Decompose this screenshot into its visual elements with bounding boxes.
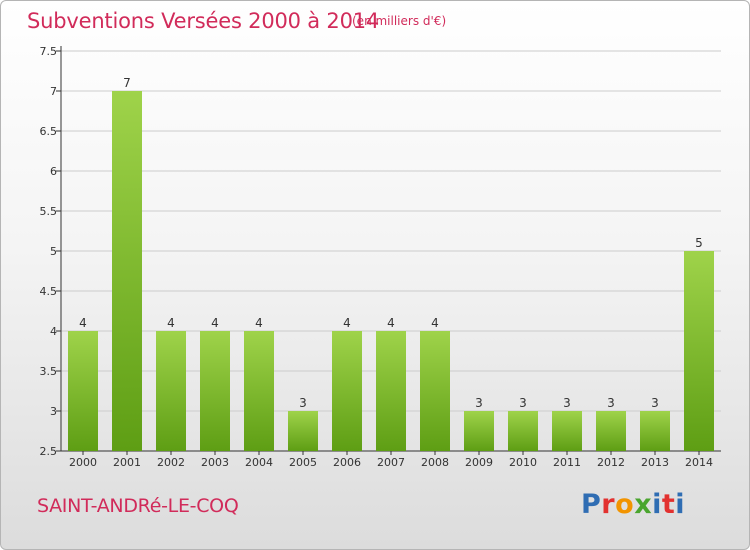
- y-tick-label: 3: [50, 405, 57, 418]
- y-tick-label: 4: [50, 325, 57, 338]
- x-tick-label-2010: 2010: [509, 456, 537, 469]
- bar-2009[interactable]: [464, 411, 494, 451]
- bar-2004[interactable]: [244, 331, 274, 451]
- value-label-2001: 7: [123, 76, 131, 90]
- value-label-2011: 3: [563, 396, 571, 410]
- bar-2011[interactable]: [552, 411, 582, 451]
- bar-2003[interactable]: [200, 331, 230, 451]
- y-tick-label: 2.5: [40, 445, 58, 458]
- y-tick-label: 5: [50, 245, 57, 258]
- value-label-2010: 3: [519, 396, 527, 410]
- y-tick-label: 6.5: [40, 125, 58, 138]
- value-label-2014: 5: [695, 236, 703, 250]
- value-label-2002: 4: [167, 316, 175, 330]
- value-label-2004: 4: [255, 316, 263, 330]
- value-label-2003: 4: [211, 316, 219, 330]
- y-tick-label: 6: [50, 165, 57, 178]
- bar-2013[interactable]: [640, 411, 670, 451]
- x-tick-label-2004: 2004: [245, 456, 273, 469]
- bar-2002[interactable]: [156, 331, 186, 451]
- logo-letter: t: [661, 489, 676, 520]
- logo-letter: r: [601, 489, 616, 520]
- bar-2010[interactable]: [508, 411, 538, 451]
- bar-2012[interactable]: [596, 411, 626, 451]
- bar-2000[interactable]: [68, 331, 98, 451]
- value-label-2009: 3: [475, 396, 483, 410]
- x-tick-label-2000: 2000: [69, 456, 97, 469]
- value-label-2000: 4: [79, 316, 87, 330]
- x-tick-label-2003: 2003: [201, 456, 229, 469]
- bar-2006[interactable]: [332, 331, 362, 451]
- x-tick-label-2013: 2013: [641, 456, 669, 469]
- logo-letter: i: [652, 489, 662, 520]
- x-tick-label-2012: 2012: [597, 456, 625, 469]
- x-tick-label-2011: 2011: [553, 456, 581, 469]
- logo-letter: P: [581, 489, 602, 520]
- value-label-2007: 4: [387, 316, 395, 330]
- bars: [68, 91, 714, 451]
- value-label-2005: 3: [299, 396, 307, 410]
- bar-2007[interactable]: [376, 331, 406, 451]
- value-label-2012: 3: [607, 396, 615, 410]
- value-labels: 4 7 4 4 4 3 4 4 4 3 3 3 3 3 5: [79, 76, 703, 410]
- bar-2001[interactable]: [112, 91, 142, 451]
- proxiti-logo[interactable]: Proxiti: [581, 489, 685, 520]
- commune-name: SAINT-ANDRé-LE-COQ: [37, 495, 239, 517]
- value-label-2008: 4: [431, 316, 439, 330]
- x-tick-label-2001: 2001: [113, 456, 141, 469]
- x-tick-label-2007: 2007: [377, 456, 405, 469]
- y-tick-label: 3.5: [40, 365, 58, 378]
- bar-2008[interactable]: [420, 331, 450, 451]
- bar-2014[interactable]: [684, 251, 714, 451]
- logo-letter: o: [615, 489, 635, 520]
- bar-2005[interactable]: [288, 411, 318, 451]
- y-tick-label: 4.5: [40, 285, 58, 298]
- value-label-2006: 4: [343, 316, 351, 330]
- y-tick-label: 5.5: [40, 205, 58, 218]
- y-tick-label: 7: [50, 85, 57, 98]
- x-tick-label-2002: 2002: [157, 456, 185, 469]
- logo-letter: x: [634, 489, 653, 520]
- x-tick-label-2009: 2009: [465, 456, 493, 469]
- value-label-2013: 3: [651, 396, 659, 410]
- x-tick-label-2008: 2008: [421, 456, 449, 469]
- x-tick-label-2014: 2014: [685, 456, 713, 469]
- logo-letter: i: [675, 489, 686, 520]
- chart-title: Subventions Versées 2000 à 2014: [27, 9, 380, 33]
- x-tick-label-2005: 2005: [289, 456, 317, 469]
- y-tick-label: 7.5: [40, 45, 58, 58]
- x-tick-label-2006: 2006: [333, 456, 361, 469]
- chart-unit: (en milliers d'€): [352, 14, 447, 28]
